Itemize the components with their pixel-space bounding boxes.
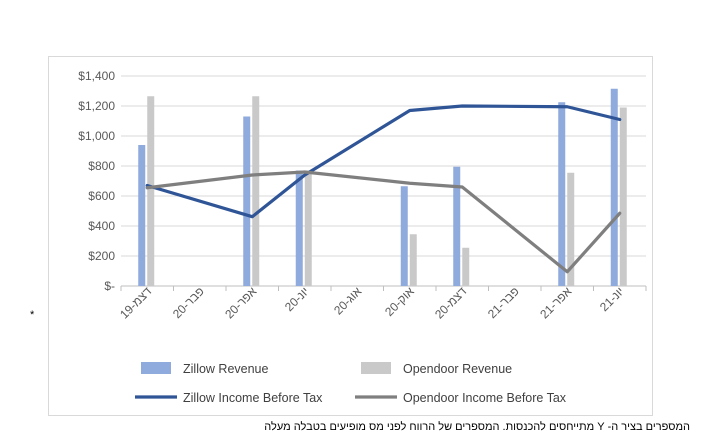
bar-zillow-revenue <box>558 102 566 286</box>
x-tick-label: דצמ-20 <box>432 284 470 322</box>
bar-opendoor-revenue <box>147 96 155 286</box>
legend-label-zillow-income-before-tax: Zillow Income Before Tax <box>183 391 323 405</box>
y-tick-label: $200 <box>88 249 115 263</box>
y-tick-label: $800 <box>88 159 115 173</box>
y-tick-label: $1,000 <box>78 129 115 143</box>
x-tick-label: דצמ-19 <box>117 284 155 322</box>
x-tick-label: יונ-21 <box>597 284 627 314</box>
bar-zillow-revenue <box>243 116 251 286</box>
bar-opendoor-revenue <box>462 247 470 286</box>
x-tick-label: אפר-21 <box>537 284 575 322</box>
x-tick-label: פבר-21 <box>485 284 522 321</box>
bar-zillow-revenue <box>295 170 303 286</box>
bar-zillow-revenue <box>453 166 461 286</box>
y-tick-label: $- <box>104 279 115 293</box>
y-tick-label: $400 <box>88 219 115 233</box>
bar-opendoor-revenue <box>252 96 260 286</box>
y-tick-label: $1,200 <box>78 99 115 113</box>
x-tick-label: יונ-20 <box>282 284 312 314</box>
legend-swatch-zillow-revenue <box>141 362 171 374</box>
line-zillow-income-before-tax <box>145 104 622 219</box>
x-tick-label: אפר-20 <box>222 284 260 322</box>
bar-zillow-revenue <box>138 145 146 286</box>
x-tick-label: פבר-20 <box>170 284 207 321</box>
x-tick-label: אוק-20 <box>382 284 417 319</box>
bar-opendoor-revenue <box>567 172 575 286</box>
legend-swatch-opendoor-revenue <box>361 362 391 374</box>
side-asterisk: * <box>30 309 35 321</box>
bar-opendoor-revenue <box>304 170 312 286</box>
bar-opendoor-revenue <box>409 234 417 286</box>
legend-label-zillow-revenue: Zillow Revenue <box>183 362 269 376</box>
chart-frame: $- $200 $400 $600 $800 $1,000 $1,200 $1,400 דצמ-… <box>48 56 653 416</box>
legend-label-opendoor-revenue: Opendoor Revenue <box>403 362 512 376</box>
bar-zillow-revenue <box>400 186 408 286</box>
line-opendoor-income-before-tax <box>145 170 622 274</box>
y-tick-label: $1,400 <box>78 69 115 83</box>
bar-zillow-revenue <box>610 88 618 286</box>
chart: $- $200 $400 $600 $800 $1,000 $1,200 $1,400 דצמ-… <box>78 69 647 405</box>
x-tick-label: אוג-20 <box>331 284 365 318</box>
legend-label-opendoor-income-before-tax: Opendoor Income Before Tax <box>403 391 567 405</box>
y-tick-label: $600 <box>88 189 115 203</box>
bar-opendoor-revenue <box>619 107 627 286</box>
footnote: המספרים בציר ה- Y מתייחסים להכנסות. המספ… <box>264 421 690 433</box>
